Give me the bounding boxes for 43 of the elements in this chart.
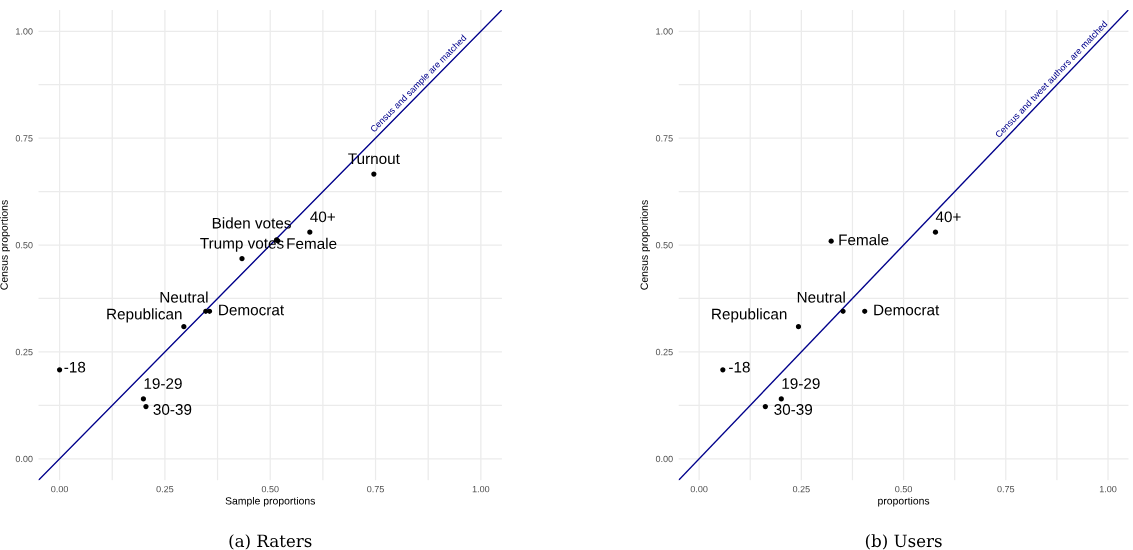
y-tick-label: 0.00 <box>655 455 673 463</box>
annotation: Neutral <box>797 291 845 303</box>
annotation: Democrat <box>874 304 940 316</box>
text: (b) Users <box>865 534 942 550</box>
annotation: 40+ <box>310 211 335 223</box>
x-axis-title: Sample proportions <box>225 496 316 507</box>
annotation: 40+ <box>935 211 961 223</box>
x-tick-label: 0.50 <box>261 485 279 493</box>
annotation: 30-39 <box>153 404 192 415</box>
x-tick-label: 0.25 <box>792 485 810 493</box>
y-tick-label: 1.00 <box>656 28 673 35</box>
annotation: Republican <box>107 308 182 323</box>
y-tick-label: 0.50 <box>655 241 673 249</box>
y-tick-label: 1.00 <box>16 28 33 35</box>
x-tick-label: 0.75 <box>997 485 1015 493</box>
y-axis-title: Census proportions <box>640 200 650 290</box>
y-tick-label: 0.00 <box>15 455 33 463</box>
annotation: Neutral <box>160 291 208 303</box>
y-tick-label: 0.25 <box>655 348 673 356</box>
annotation: Biden votes <box>212 217 291 229</box>
y-tick-label: 0.25 <box>15 348 33 356</box>
y-axis-title: Census proportions <box>0 200 10 290</box>
annotation: 19-29 <box>782 378 820 389</box>
annotation: Female <box>839 234 889 246</box>
annotation: 19-29 <box>144 378 182 389</box>
x-tick-label: 0.75 <box>367 485 384 493</box>
y-tick-label: 0.50 <box>15 241 33 249</box>
x-tick-label: 1.00 <box>1099 485 1117 493</box>
annotation: Democrat <box>219 304 284 316</box>
x-axis-title: proportions <box>878 496 930 507</box>
text: (a) Raters <box>229 534 312 550</box>
y-tick-label: 0.75 <box>15 135 33 142</box>
annotation: -18 <box>64 361 86 373</box>
annotation: Female <box>287 237 337 250</box>
x-tick-label: 0.00 <box>690 485 708 493</box>
annotation: -18 <box>729 361 750 373</box>
x-tick-label: 0.25 <box>156 485 174 493</box>
x-tick-label: 0.00 <box>51 485 69 493</box>
x-tick-label: 1.00 <box>472 485 490 493</box>
annotation: 30-39 <box>774 404 813 415</box>
y-tick-label: 0.75 <box>655 135 673 142</box>
x-tick-label: 0.50 <box>895 485 912 493</box>
annotation: Republican <box>712 308 787 323</box>
